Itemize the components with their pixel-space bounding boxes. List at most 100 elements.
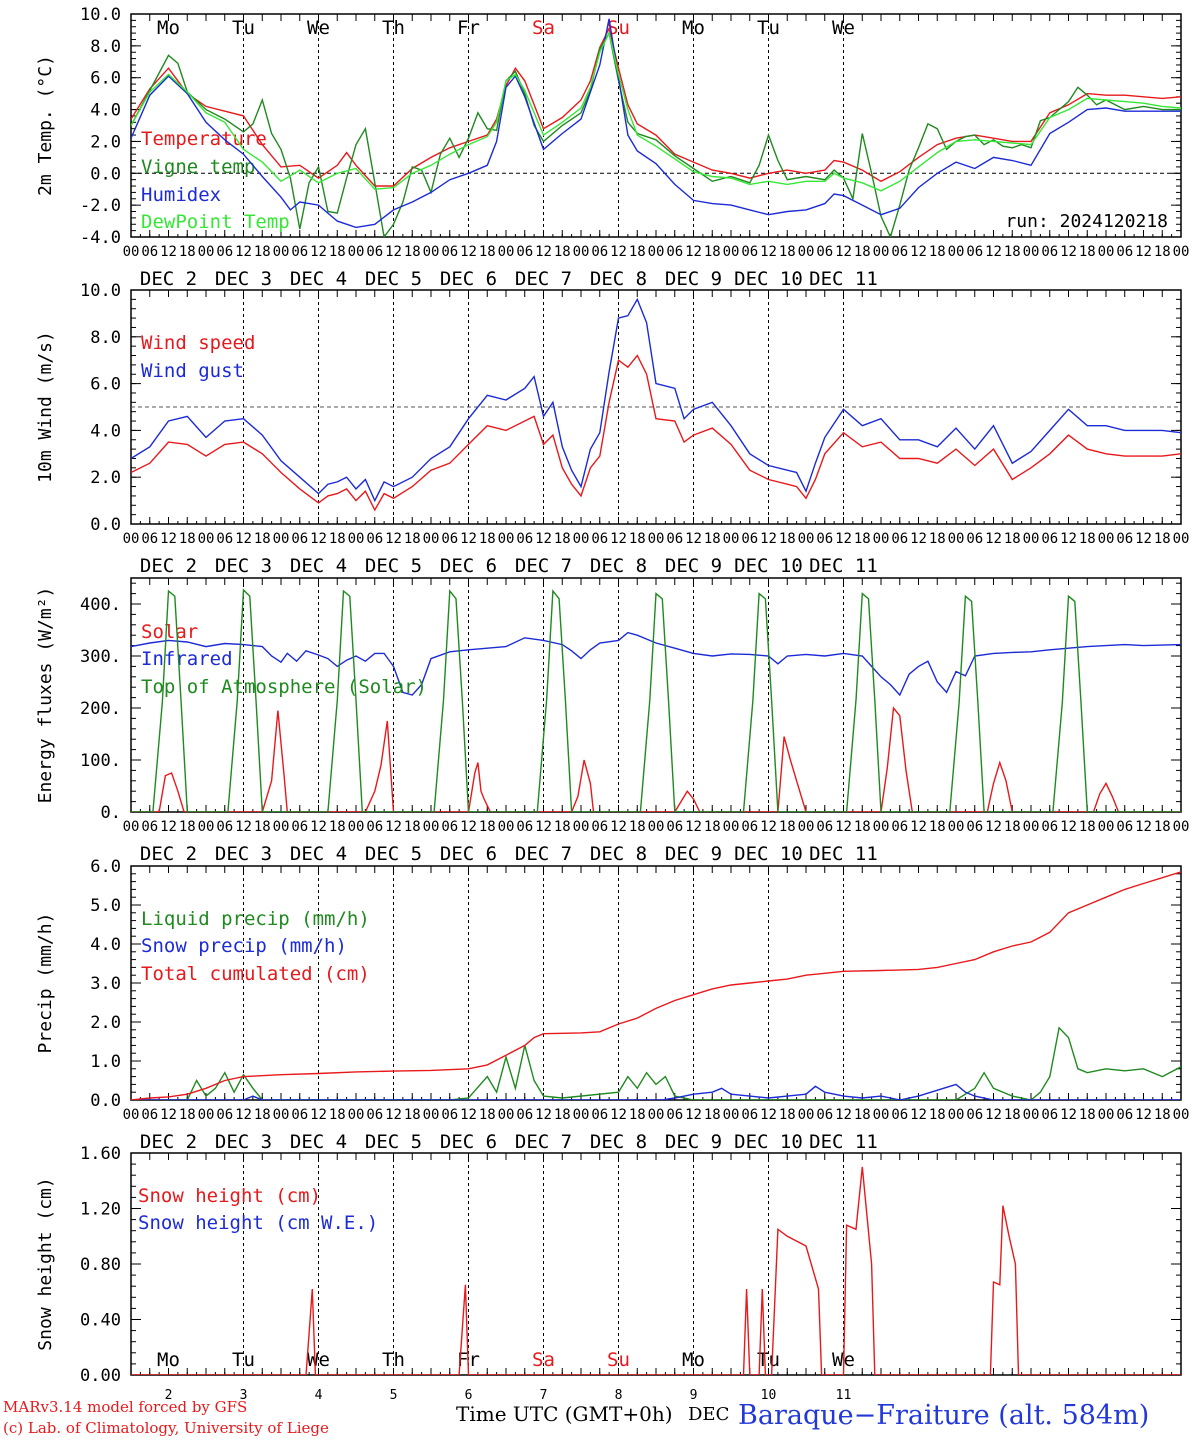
series-line-dewpoint-temp [131,31,1181,192]
x-hour-tick-label: 12 [760,244,777,260]
x-hour-tick-label: 00 [423,531,440,547]
x-hour-tick-label: 06 [966,244,983,260]
x-hour-tick-label: 18 [704,819,721,835]
x-hour-tick-label: 18 [854,244,871,260]
x-hour-tick-label: 00 [273,819,290,835]
x-hour-tick-label: 12 [1135,819,1152,835]
day-of-week-label: Tu [232,1349,255,1371]
x-date-label: DEC 6 [440,268,497,290]
x-hour-tick-label: 06 [366,531,383,547]
x-hour-tick-label: 06 [666,1107,683,1123]
x-hour-tick-label: 18 [779,1107,796,1123]
x-hour-tick-label: 12 [910,1107,927,1123]
x-hour-tick-label: 18 [1004,531,1021,547]
x-hour-tick-label: 18 [929,1107,946,1123]
x-hour-tick-label: 12 [685,244,702,260]
x-hour-tick-label: 00 [1023,819,1040,835]
x-hour-tick-label: 18 [1079,531,1096,547]
x-date-label: DEC 2 [140,1131,197,1153]
y-tick-label: 300. [80,647,121,667]
x-hour-tick-label: 18 [554,244,571,260]
y-tick-label: 1.60 [80,1144,121,1164]
x-hour-tick-label: 12 [910,819,927,835]
x-hour-tick-label: 06 [216,1107,233,1123]
x-hour-tick-label: 06 [1041,1107,1058,1123]
panel-1: -4.0 -2.0 0.0 2.0 4.0 6.0 8.0 10.0 2m Temp. (°C)… [35,5,1189,290]
x-hour-tick-label: 12 [610,1107,627,1123]
y-tick-label: 3.0 [90,974,121,994]
x-hour-tick-label: 00 [1098,244,1115,260]
x-hour-tick-label: 18 [854,531,871,547]
x-day-number: 4 [315,1388,323,1403]
x-hour-tick-label: 12 [835,1107,852,1123]
x-hour-tick-label: 00 [1023,244,1040,260]
x-hour-tick-label: 00 [873,1107,890,1123]
x-hour-tick-label: 18 [1079,1107,1096,1123]
x-hour-tick-label: 06 [666,819,683,835]
x-hour-tick-label: 18 [554,1107,571,1123]
legend-entry: Top of Atmosphere (Solar) [141,676,427,698]
y-tick-label: 8.0 [90,328,121,348]
x-hour-tick-label: 18 [1079,244,1096,260]
x-date-label: DEC 2 [140,555,197,577]
legend-entry: Total cumulated (cm) [141,963,370,985]
x-hour-tick-label: 06 [1041,531,1058,547]
x-hour-tick-label: 00 [498,1107,515,1123]
x-hour-tick-label: 06 [1116,244,1133,260]
legend-entry: Snow precip (mm/h) [141,935,347,957]
x-hour-tick-label: 18 [629,1107,646,1123]
x-hour-tick-label: 18 [1154,531,1171,547]
y-tick-label: 10.0 [80,281,121,301]
x-date-label: DEC 10 [734,1131,803,1153]
x-hour-tick-label: 12 [535,819,552,835]
x-hour-tick-label: 12 [835,244,852,260]
x-hour-tick-label: 18 [1154,819,1171,835]
x-hour-tick-label: 12 [160,531,177,547]
x-hour-tick-label: 06 [441,819,458,835]
x-hour-tick-label: 12 [1135,244,1152,260]
x-hour-tick-label: 12 [535,1107,552,1123]
panel-3: 0. 100. 200. 300. 400. Energy fluxes (W/m²) 00… [35,577,1189,865]
x-hour-tick-label: 18 [254,244,271,260]
x-hour-tick-label: 00 [423,1107,440,1123]
x-hour-tick-label: 00 [1098,531,1115,547]
x-hour-tick-label: 00 [1023,1107,1040,1123]
day-of-week-label: Sa [532,17,555,39]
legend-entry: Wind gust [141,360,244,382]
x-hour-tick-label: 00 [723,244,740,260]
x-hour-tick-label: 00 [348,244,365,260]
series-line-temperature [131,26,1181,187]
x-date-label: DEC 4 [290,268,347,290]
x-date-label: DEC 7 [515,268,572,290]
x-hour-tick-label: 00 [648,819,665,835]
x-date-label: DEC 3 [215,1131,272,1153]
x-hour-tick-label: 18 [1079,819,1096,835]
x-hour-tick-label: 18 [704,531,721,547]
x-hour-tick-label: 18 [179,531,196,547]
x-hour-tick-label: 00 [498,819,515,835]
x-hour-tick-label: 12 [385,819,402,835]
day-of-week-label: Mo [157,17,180,39]
x-date-label: DEC 2 [140,268,197,290]
x-hour-tick-label: 06 [891,244,908,260]
panel-5: 0.00 0.40 0.80 1.20 1.60 Snow height (cm) 2 Mo 3… [35,1144,1182,1403]
x-hour-tick-label: 12 [385,244,402,260]
x-hour-tick-label: 12 [760,1107,777,1123]
day-of-week-label: Tu [232,17,255,39]
x-hour-tick-label: 06 [366,1107,383,1123]
y-tick-label: 100. [80,751,121,771]
x-date-label: DEC 7 [515,843,572,865]
x-hour-tick-label: 06 [141,244,158,260]
x-hour-tick-label: 12 [235,1107,252,1123]
x-hour-tick-label: 06 [1041,819,1058,835]
x-hour-tick-label: 00 [573,244,590,260]
x-date-label: DEC 5 [365,555,422,577]
x-date-label: DEC 8 [590,843,647,865]
x-hour-tick-label: 18 [479,244,496,260]
model-credit: MARv3.14 model forced by GFS [3,1398,248,1416]
x-hour-tick-label: 18 [329,531,346,547]
y-tick-label: 6.0 [90,375,121,395]
legend-entry: Temperature [141,128,267,150]
